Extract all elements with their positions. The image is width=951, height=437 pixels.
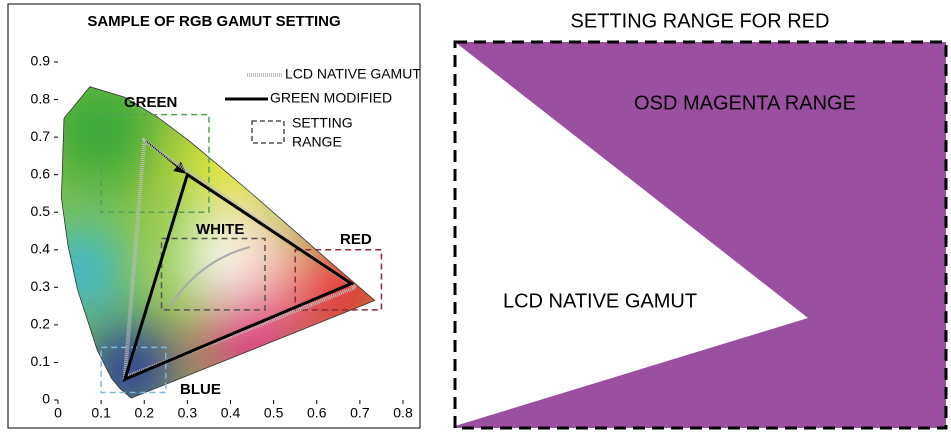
x-tick-label: 0.1 bbox=[91, 405, 111, 421]
native-gamut-area bbox=[455, 42, 808, 426]
y-tick-label: 0.6 bbox=[31, 165, 51, 181]
x-tick-label: 0.6 bbox=[307, 405, 327, 421]
planckian-locus bbox=[169, 246, 251, 307]
left-title: SAMPLE OF RGB GAMUT SETTING bbox=[87, 13, 340, 30]
left-frame bbox=[7, 3, 421, 429]
y-tick-label: 0.9 bbox=[31, 53, 51, 69]
legend-range-2: RANGE bbox=[292, 134, 342, 150]
blue-label: BLUE bbox=[180, 381, 221, 398]
white-label: WHITE bbox=[196, 221, 244, 238]
native-gamut bbox=[122, 137, 360, 381]
shift-arrow bbox=[145, 140, 187, 174]
x-tick-label: 0 bbox=[54, 405, 62, 421]
setting-range bbox=[294, 249, 383, 311]
locus-outline bbox=[60, 86, 376, 399]
y-tick-label: 0.1 bbox=[31, 353, 51, 369]
green-label: GREEN bbox=[124, 94, 177, 111]
magenta-label: OSD MAGENTA RANGE bbox=[634, 92, 856, 114]
x-tick-label: 0.3 bbox=[178, 405, 198, 421]
red-setting-box bbox=[453, 40, 948, 430]
right-title: SETTING RANGE FOR RED bbox=[571, 10, 830, 32]
y-tick-label: 0.7 bbox=[31, 128, 51, 144]
legend-modified: GREEN MODIFIED bbox=[270, 90, 392, 106]
setting-range bbox=[100, 113, 210, 213]
y-tick-label: 0 bbox=[42, 391, 50, 407]
y-tick-label: 0.4 bbox=[31, 240, 51, 256]
x-tick-label: 0.7 bbox=[350, 405, 370, 421]
legend-range-1: SETTING bbox=[292, 115, 353, 131]
x-tick-label: 0.2 bbox=[135, 405, 155, 421]
legend-native: LCD NATIVE GAMUT bbox=[285, 66, 421, 82]
native-label: LCD NATIVE GAMUT bbox=[503, 290, 697, 312]
x-tick-label: 0.8 bbox=[393, 405, 413, 421]
modified-gamut bbox=[122, 172, 355, 382]
y-tick-label: 0.5 bbox=[31, 203, 51, 219]
x-tick-label: 0.5 bbox=[264, 405, 284, 421]
setting-range bbox=[160, 237, 266, 311]
y-tick-label: 0.3 bbox=[31, 278, 51, 294]
legend-range-swatch bbox=[251, 120, 285, 144]
y-tick-label: 0.2 bbox=[31, 316, 51, 332]
x-tick-label: 0.4 bbox=[221, 405, 241, 421]
red-label: RED bbox=[340, 231, 372, 248]
y-tick-label: 0.8 bbox=[31, 90, 51, 106]
